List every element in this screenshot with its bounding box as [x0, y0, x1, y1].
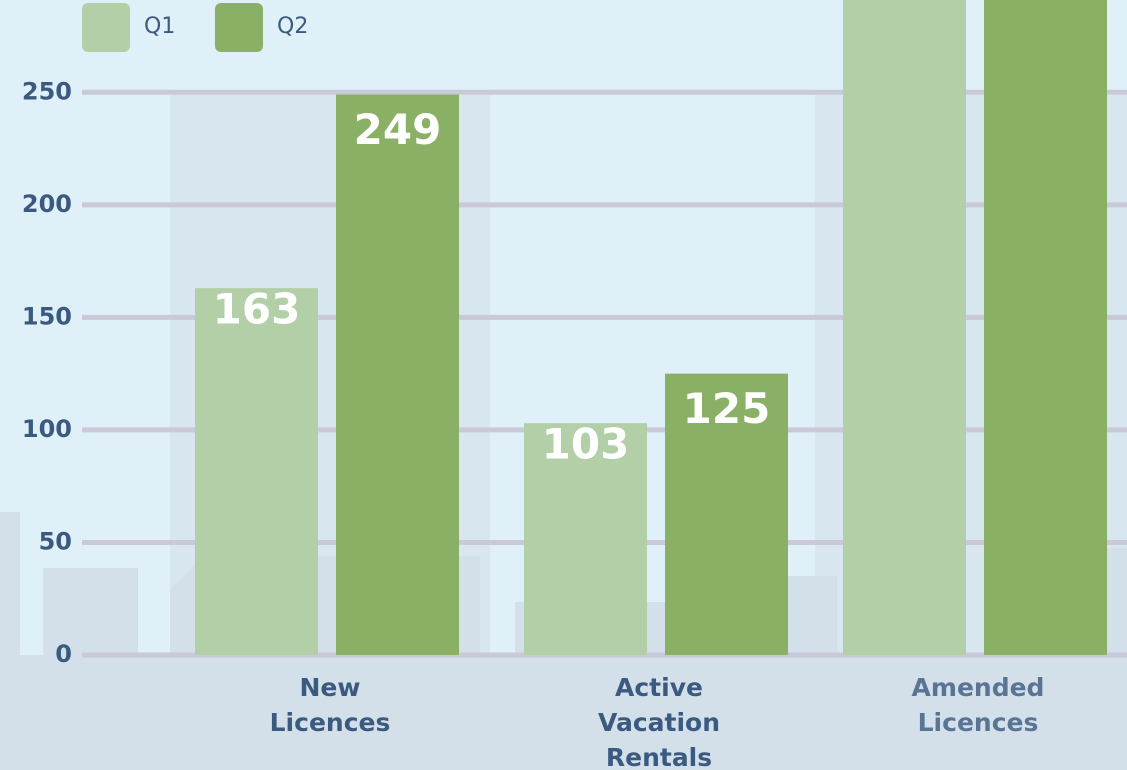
bar: [336, 94, 459, 656]
x-tick-label: New Licences: [270, 673, 391, 737]
bar: [524, 423, 647, 655]
y-tick-label: 0: [55, 640, 72, 668]
y-tick-label: 50: [39, 527, 72, 555]
x-tick-label: Amended Licences: [912, 673, 1045, 737]
legend-swatch: [82, 3, 130, 52]
data-label: 103: [542, 420, 630, 469]
bar: [984, 0, 1107, 656]
bar: [665, 373, 788, 655]
x-tick-label: Active Vacation Rentals: [598, 673, 720, 770]
data-label: 125: [683, 384, 771, 433]
bar: [195, 288, 318, 655]
data-label: 163: [213, 285, 301, 334]
y-tick-label: 200: [22, 190, 72, 218]
legend-label: Q2: [277, 14, 308, 39]
data-label: 249: [354, 105, 442, 154]
y-tick-label: 150: [22, 302, 72, 330]
legend-label: Q1: [144, 14, 175, 39]
y-tick-label: 100: [22, 415, 72, 443]
ground: [0, 655, 1127, 770]
bar: [843, 0, 966, 656]
legend-swatch: [215, 3, 263, 52]
y-tick-label: 250: [22, 77, 72, 105]
